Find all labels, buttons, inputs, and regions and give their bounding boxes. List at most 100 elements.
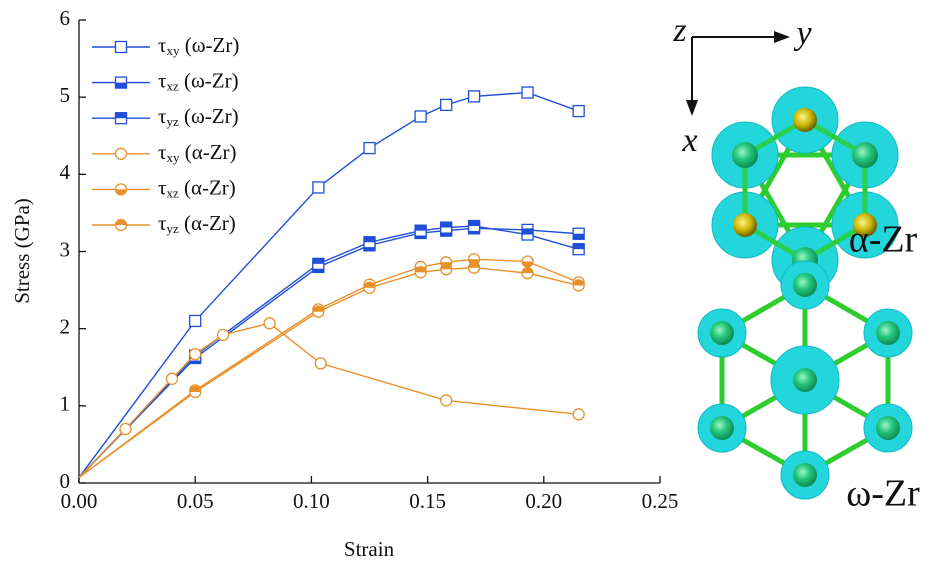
marker-half [364, 236, 375, 243]
marker-half [115, 189, 127, 195]
y-tick-label: 2 [60, 314, 71, 338]
marker [521, 266, 534, 280]
marker-shape [572, 104, 585, 118]
marker-shape [216, 328, 230, 341]
marker-half [522, 261, 534, 268]
marker-half [415, 225, 427, 231]
marker [572, 227, 585, 240]
x-tick-label: 0.10 [293, 489, 330, 513]
marker [114, 218, 128, 232]
phase-label: α-Zr [849, 219, 918, 261]
marker-half [468, 262, 480, 268]
series-line [78, 258, 579, 479]
marker-half [468, 220, 480, 227]
marker-half [189, 386, 201, 392]
marker [363, 141, 376, 155]
marker [440, 221, 453, 234]
series-line [78, 225, 579, 479]
marker-shape [165, 372, 179, 385]
y-tick-label: 4 [60, 160, 71, 184]
marker-shape [467, 90, 481, 103]
legend-label: τxy (ω-Zr) [158, 33, 239, 58]
marker [467, 261, 481, 274]
marker-shape [189, 314, 202, 328]
axis-annotation: y [793, 15, 812, 52]
marker-half [312, 258, 324, 264]
x-tick-label: 0.25 [642, 489, 679, 513]
phase-label: ω-Zr [846, 473, 920, 515]
legend-label: τyz (ω-Zr) [158, 104, 239, 129]
marker [114, 147, 128, 160]
omega-structure [697, 260, 913, 500]
marker-shape [114, 147, 128, 160]
marker [314, 357, 327, 370]
marker-half [573, 279, 585, 286]
marker-half [115, 82, 127, 89]
marker [414, 224, 427, 237]
marker [440, 394, 453, 407]
x-tick-label: 0.20 [525, 489, 562, 513]
y-axis-label: Stress (GPa) [10, 198, 34, 304]
axis-annotation: z [672, 12, 686, 49]
marker [572, 104, 585, 118]
marker-half [115, 219, 127, 225]
y-tick-label: 6 [60, 6, 71, 30]
series-line [78, 267, 579, 479]
marker [467, 90, 481, 103]
marker [114, 40, 128, 54]
marker-shape [440, 394, 453, 407]
marker-shape [521, 86, 534, 99]
marker-half [415, 266, 427, 273]
marker [521, 228, 534, 241]
marker-half [312, 306, 324, 312]
marker [312, 257, 325, 270]
marker-half [115, 112, 127, 119]
marker-shape [414, 110, 427, 123]
marker [572, 279, 585, 292]
marker [572, 243, 585, 256]
x-tick-label: 0.00 [61, 489, 98, 513]
marker-half [522, 267, 534, 274]
marker-half [440, 222, 452, 228]
marker-shape [312, 181, 325, 194]
marker-shape [189, 347, 202, 361]
marker-shape [440, 98, 453, 112]
marker-shape [263, 317, 276, 330]
marker-shape [314, 357, 327, 370]
marker-shape [572, 408, 585, 421]
marker [440, 263, 453, 276]
marker [521, 255, 534, 268]
marker [189, 347, 202, 361]
marker [114, 112, 128, 125]
y-tick-label: 3 [60, 237, 71, 261]
marker-shape [363, 141, 376, 155]
legend-label: τxz (ω-Zr) [158, 68, 239, 93]
marker [414, 110, 427, 123]
y-tick-label: 1 [60, 392, 71, 416]
marker [312, 305, 325, 318]
coordinate-axes [686, 31, 790, 116]
marker [363, 236, 376, 249]
y-tick-label: 0 [60, 469, 71, 493]
x-tick-label: 0.05 [177, 489, 214, 513]
marker-half [364, 282, 376, 288]
marker [114, 183, 128, 196]
marker [363, 281, 376, 294]
axis-annotation: x [681, 122, 697, 159]
x-tick-label: 0.15 [409, 489, 446, 513]
marker [216, 328, 230, 341]
marker [440, 98, 453, 112]
marker [114, 76, 128, 89]
marker-shape [119, 422, 132, 436]
x-axis-label: Strain [344, 537, 395, 561]
marker [312, 181, 325, 194]
series-line [78, 227, 579, 479]
marker [165, 372, 179, 385]
marker-half [440, 263, 452, 270]
marker-half [573, 243, 585, 250]
legend-label: τxy (α-Zr) [158, 140, 237, 165]
legend-label: τxz (α-Zr) [158, 175, 236, 200]
marker-half [573, 233, 585, 240]
series-line [78, 91, 579, 479]
